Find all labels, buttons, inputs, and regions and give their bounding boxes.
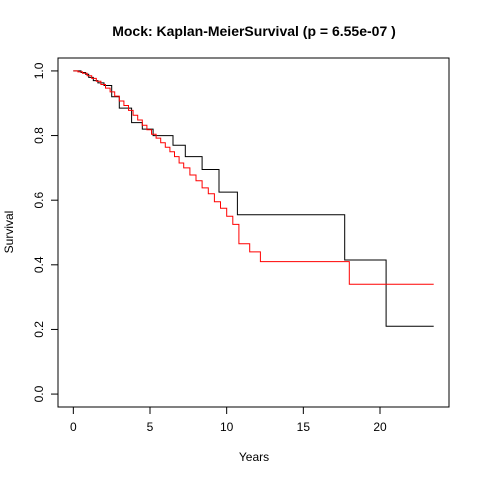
x-tick-label: 5 <box>147 420 154 434</box>
survival-curve-2 <box>73 70 434 285</box>
y-tick-label: 0.2 <box>32 321 46 338</box>
chart-title: Mock: Kaplan-MeierSurvival (p = 6.55e-07… <box>112 23 396 39</box>
x-tick-label: 15 <box>297 420 311 434</box>
x-axis: 0 5 10 15 20 <box>70 406 387 434</box>
x-tick-label: 20 <box>373 420 387 434</box>
x-tick-label: 10 <box>220 420 234 434</box>
series-layer <box>73 70 434 327</box>
y-tick-label: 0.0 <box>32 385 46 402</box>
y-tick-label: 0.4 <box>32 256 46 273</box>
y-tick-label: 1.0 <box>32 62 46 79</box>
survival-curve-1 <box>73 70 434 327</box>
y-axis-label: Survival <box>2 211 16 254</box>
y-tick-label: 0.6 <box>32 192 46 209</box>
x-tick-label: 0 <box>70 420 77 434</box>
x-axis-label: Years <box>239 450 269 464</box>
y-axis: 0.0 0.2 0.4 0.6 0.8 1.0 <box>32 62 59 402</box>
y-tick-label: 0.8 <box>32 127 46 144</box>
